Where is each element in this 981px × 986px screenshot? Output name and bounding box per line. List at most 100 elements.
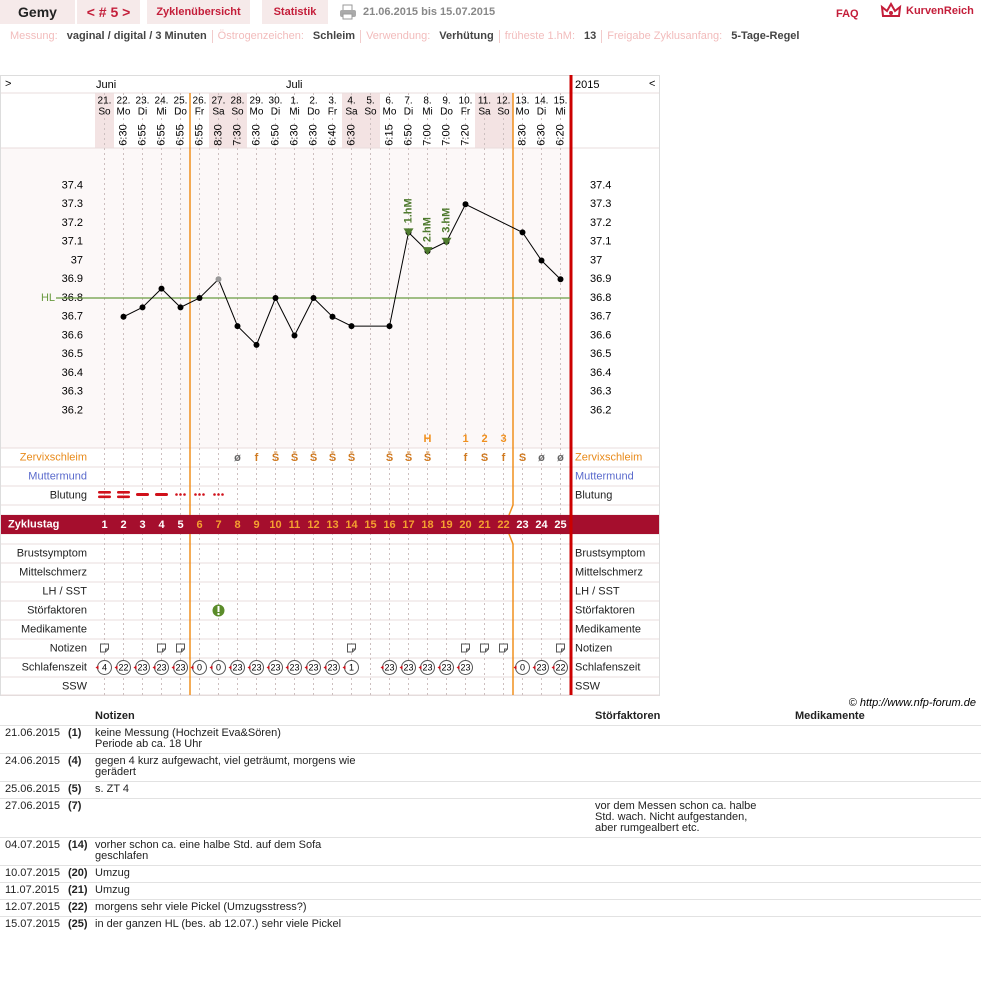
setting: Verwendung: Verhütung xyxy=(360,30,499,43)
sleep-time: 23 xyxy=(156,662,166,672)
brand-name[interactable]: KurvenReich xyxy=(906,5,974,17)
weekday-label: Do xyxy=(174,107,187,118)
note-day: (5) xyxy=(68,781,95,799)
disturbance-cell xyxy=(595,865,795,883)
cycle-day-label: 15 xyxy=(364,519,376,531)
cycle-day-label: 14 xyxy=(345,519,358,531)
y-tick-label-right: 36.7 xyxy=(590,311,611,323)
temperature-point xyxy=(234,323,241,330)
weekend-column xyxy=(228,93,247,148)
note-text: vorher schon ca. eine halbe Std. auf dem… xyxy=(95,839,322,862)
cervix-sign: S xyxy=(519,452,526,464)
setting-label: Verwendung: xyxy=(366,30,431,42)
note-date: 24.06.2015 xyxy=(0,753,68,782)
note-row: 12.07.2015 (22) morgens sehr viele Pickel … xyxy=(0,899,981,917)
time-label: 6:30 xyxy=(288,124,300,145)
disturbance-cell xyxy=(595,725,795,754)
weekday-label: Mi xyxy=(555,107,566,118)
setting-value: Verhütung xyxy=(439,30,494,42)
cervix-sign: f xyxy=(502,452,506,464)
note-date: 25.06.2015 xyxy=(0,781,68,799)
month-label: Juni xyxy=(96,79,116,91)
weekday-label: Fr xyxy=(328,107,338,118)
sleep-time: 0 xyxy=(216,662,221,672)
setting: Östrogenzeichen: Schleim xyxy=(211,30,360,43)
peak-label: 3 xyxy=(500,433,506,445)
sleep-time: 23 xyxy=(251,662,261,672)
date-label: 28. xyxy=(231,96,245,107)
bleeding-mark xyxy=(194,493,197,496)
sleep-arrow xyxy=(399,665,403,670)
cycle-day-label: 1 xyxy=(101,519,107,531)
y-tick-label-right: 36.3 xyxy=(590,386,611,398)
setting-label: früheste 1.hM: xyxy=(504,30,576,42)
weekday-label: Mi xyxy=(156,107,167,118)
tab[interactable]: Statistik xyxy=(262,0,328,24)
row-label-right: LH / SST xyxy=(575,585,620,597)
row-label-right: Medikamente xyxy=(575,623,641,635)
date-label: 21. xyxy=(98,96,112,107)
sleep-time: 22 xyxy=(555,662,565,672)
hm-label: 3.hM xyxy=(440,208,452,233)
weekend-column xyxy=(361,93,380,148)
note-row: 04.07.2015 (14) vorher schon ca. eine halb… xyxy=(0,837,981,866)
nav-prev[interactable]: > xyxy=(5,78,11,90)
cycle-day-label: 25 xyxy=(554,519,566,531)
note-text: keine Messung (Hochzeit Eva&Sören) Perio… xyxy=(95,727,281,750)
note-text: Umzug xyxy=(95,867,130,879)
note-text: Umzug xyxy=(95,884,130,896)
date-label: 8. xyxy=(423,96,431,107)
note-date: 11.07.2015 xyxy=(0,882,68,900)
cervix-sign: S̄ xyxy=(405,452,412,464)
chart-background xyxy=(0,75,660,696)
user-name[interactable]: Gemy xyxy=(0,0,75,24)
disturbance-cell xyxy=(595,899,795,917)
y-tick-label: 37.1 xyxy=(62,236,83,248)
weekday-label: So xyxy=(364,107,377,118)
date-label: 30. xyxy=(269,96,283,107)
cycle-day-label: 11 xyxy=(289,519,301,531)
sleep-arrow xyxy=(456,665,460,670)
bleeding-mark xyxy=(117,495,130,499)
weekday-label: Do xyxy=(440,107,453,118)
sleep-arrow xyxy=(190,665,194,670)
sleep-time: 23 xyxy=(441,662,451,672)
time-label: 6:50 xyxy=(402,124,414,145)
sleep-time: 23 xyxy=(536,662,546,672)
temperature-point xyxy=(215,276,222,283)
bleeding-marks xyxy=(98,491,224,499)
time-label: 7:00 xyxy=(421,124,433,145)
cycle-day-label: 2 xyxy=(120,519,126,531)
note-day: (20) xyxy=(68,865,95,883)
sleep-time: 23 xyxy=(460,662,470,672)
print-icon[interactable] xyxy=(339,4,357,20)
y-tick-label: 36.7 xyxy=(62,311,83,323)
weekday-label: Fr xyxy=(195,107,205,118)
weekday-label: Mo xyxy=(516,107,530,118)
note-cell: Umzug xyxy=(95,882,595,900)
hm-marker xyxy=(441,237,452,246)
temperature-point xyxy=(310,295,317,301)
faq-link[interactable]: FAQ xyxy=(836,8,859,20)
date-label: 2. xyxy=(309,96,317,107)
time-label: 6:30 xyxy=(345,124,357,145)
row-label: Mittelschmerz xyxy=(19,566,87,578)
note-day: (22) xyxy=(68,899,95,917)
cycle-day-label: 23 xyxy=(516,519,528,531)
cervix-sign: ø xyxy=(234,452,241,464)
bleeding-mark xyxy=(179,493,182,496)
row-label: Brustsymptom xyxy=(17,547,87,559)
tab[interactable]: Zyklenübersicht xyxy=(147,0,250,24)
cervix-sign: S̄ xyxy=(329,452,336,464)
note-text: in der ganzen HL (bes. ab 12.07.) sehr v… xyxy=(95,918,342,930)
bleeding-mark xyxy=(175,493,178,496)
cycle-nav[interactable]: < # 5 > xyxy=(77,0,140,24)
temperature-point xyxy=(462,201,469,208)
sleep-time: 23 xyxy=(422,662,432,672)
date-label: 14. xyxy=(535,96,549,107)
time-label: 6:15 xyxy=(383,124,395,145)
temperature-point xyxy=(291,332,298,339)
y-tick-label-right: 37.3 xyxy=(590,198,611,210)
peak-label: H xyxy=(424,433,432,445)
setting-label: Freigabe Zyklusanfang: xyxy=(607,30,723,42)
